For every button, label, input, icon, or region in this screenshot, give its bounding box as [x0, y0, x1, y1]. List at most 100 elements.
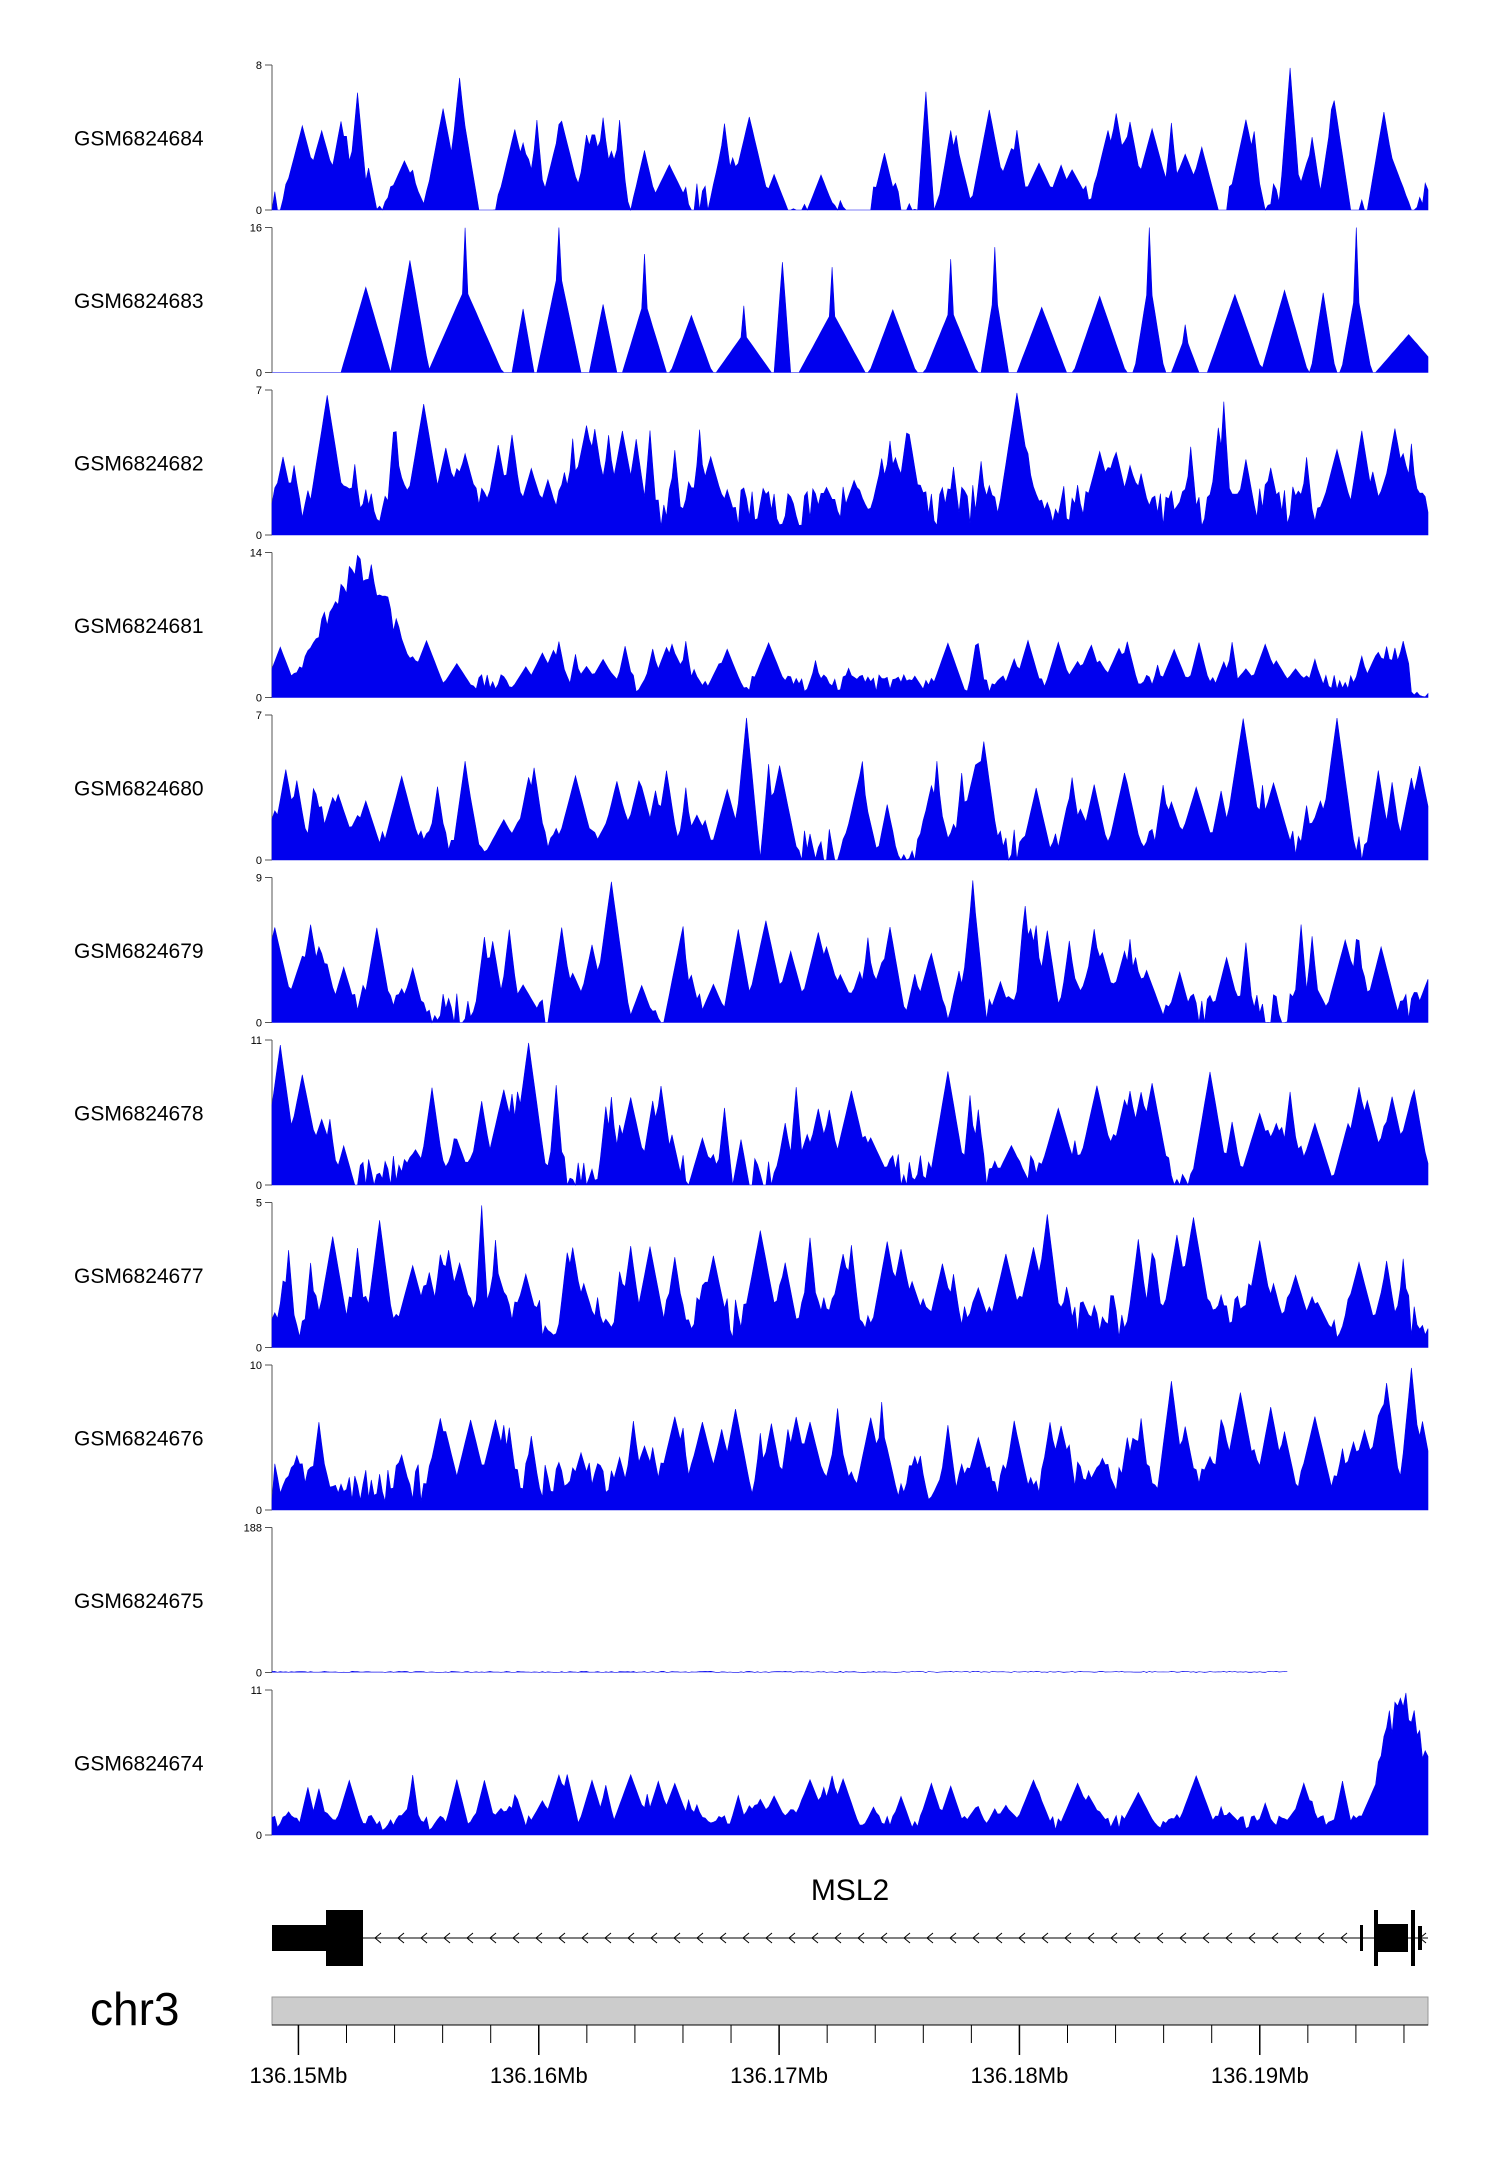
y-min-label: 0	[256, 1343, 262, 1355]
strand-arrow	[489, 1932, 497, 1944]
strand-arrow	[1041, 1932, 1049, 1944]
y-max-label: 16	[250, 223, 262, 235]
strand-arrow	[811, 1932, 819, 1944]
y-min-label: 0	[256, 693, 262, 705]
strand-arrow	[880, 1932, 888, 1944]
strand-arrow	[1156, 1932, 1164, 1944]
strand-arrow	[558, 1932, 566, 1944]
strand-arrow	[420, 1932, 428, 1944]
y-max-label: 7	[256, 710, 262, 722]
coverage-area	[271, 1205, 1429, 1348]
track-gsm6824683: GSM6824683 16 0	[74, 223, 1429, 380]
y-max-label: 10	[250, 1360, 262, 1372]
coverage-area	[271, 1367, 1429, 1511]
strand-arrow	[1294, 1932, 1302, 1944]
strand-arrow	[1419, 1932, 1427, 1944]
y-max-label: 9	[256, 873, 262, 885]
strand-arrow	[1271, 1932, 1279, 1944]
strand-arrow	[696, 1932, 704, 1944]
y-min-label: 0	[256, 1830, 262, 1842]
strand-arrow	[443, 1932, 451, 1944]
strand-arrow	[903, 1932, 911, 1944]
track-name-label: GSM6824680	[74, 778, 204, 801]
gene-exon	[1411, 1910, 1415, 1966]
y-max-label: 8	[256, 60, 262, 72]
coverage-area	[272, 227, 1429, 374]
track-gsm6824675: GSM6824675 188 0	[74, 1523, 1288, 1680]
strand-arrow	[1340, 1932, 1348, 1944]
chromosome-band	[271, 1996, 1429, 2026]
strand-arrow	[765, 1932, 773, 1944]
gene-exon	[326, 1910, 363, 1966]
axis-tick-label: 136.15Mb	[250, 2063, 348, 2088]
strand-arrow	[742, 1932, 750, 1944]
genomic-axis: 136.15Mb 136.16Mb 136.17Mb 136.18Mb 136.19Mb	[250, 2024, 1428, 2088]
gene-exon	[1360, 1925, 1363, 1951]
coverage-area	[271, 1042, 1429, 1187]
strand-arrow	[1317, 1932, 1325, 1944]
strand-arrow	[604, 1932, 612, 1944]
coverage-area	[271, 1692, 1429, 1836]
strand-arrow	[1018, 1932, 1026, 1944]
strand-arrow	[397, 1932, 405, 1944]
strand-arrow	[1110, 1932, 1118, 1944]
axis-tick-label: 136.19Mb	[1211, 2063, 1309, 2088]
y-min-label: 0	[256, 530, 262, 542]
track-name-label: GSM6824675	[74, 1590, 204, 1613]
y-max-label: 188	[244, 1523, 262, 1535]
axis-tick-label: 136.18Mb	[971, 2063, 1069, 2088]
strand-arrow	[972, 1932, 980, 1944]
y-min-label: 0	[256, 205, 262, 217]
strand-arrow	[1064, 1932, 1072, 1944]
track-name-label: GSM6824678	[74, 1103, 204, 1126]
gene-name-label: MSL2	[811, 1874, 889, 1907]
strand-arrow	[834, 1932, 842, 1944]
track-name-label: GSM6824683	[74, 290, 204, 313]
track-name-label: GSM6824682	[74, 453, 204, 476]
y-max-label: 14	[250, 548, 262, 560]
strand-arrow	[374, 1932, 382, 1944]
strand-arrow	[673, 1932, 681, 1944]
gene-exon	[1374, 1910, 1378, 1966]
track-gsm6824681: GSM6824681 14 0	[74, 548, 1429, 705]
strand-arrow	[627, 1932, 635, 1944]
y-max-label: 5	[256, 1198, 262, 1210]
gene-exon	[272, 1925, 327, 1951]
y-max-label: 7	[256, 385, 262, 397]
chromosome-label: chr3	[90, 1983, 179, 2035]
strand-arrow	[926, 1932, 934, 1944]
y-min-label: 0	[256, 1505, 262, 1517]
y-min-label: 0	[256, 1018, 262, 1030]
strand-arrow	[581, 1932, 589, 1944]
strand-arrow	[1179, 1932, 1187, 1944]
strand-arrow	[1202, 1932, 1210, 1944]
strand-arrow	[719, 1932, 727, 1944]
coverage-area	[271, 1670, 1288, 1673]
strand-arrow	[1225, 1932, 1233, 1944]
track-gsm6824680: GSM6824680 7 0	[74, 710, 1429, 867]
track-gsm6824678: GSM6824678 11 0	[74, 1035, 1429, 1192]
chromosome-bar: chr3	[90, 1983, 1429, 2035]
y-min-label: 0	[256, 368, 262, 380]
y-max-label: 11	[251, 1685, 262, 1697]
coverage-area	[271, 880, 1429, 1024]
track-gsm6824676: GSM6824676 10 0	[74, 1360, 1429, 1517]
gene-exon	[1378, 1924, 1408, 1952]
strand-arrow	[1248, 1932, 1256, 1944]
strand-arrow	[650, 1932, 658, 1944]
strand-arrow	[466, 1932, 474, 1944]
gene-track-msl2: MSL2	[272, 1874, 1428, 1966]
strand-arrow	[1133, 1932, 1141, 1944]
track-gsm6824682: GSM6824682 7 0	[74, 385, 1429, 542]
strand-arrow	[949, 1932, 957, 1944]
axis-tick-label: 136.17Mb	[730, 2063, 828, 2088]
track-name-label: GSM6824679	[74, 940, 204, 963]
coverage-area	[271, 717, 1429, 861]
y-min-label: 0	[256, 1180, 262, 1192]
coverage-area	[271, 554, 1429, 698]
y-max-label: 11	[251, 1035, 262, 1047]
coverage-area	[271, 392, 1429, 536]
y-min-label: 0	[256, 855, 262, 867]
